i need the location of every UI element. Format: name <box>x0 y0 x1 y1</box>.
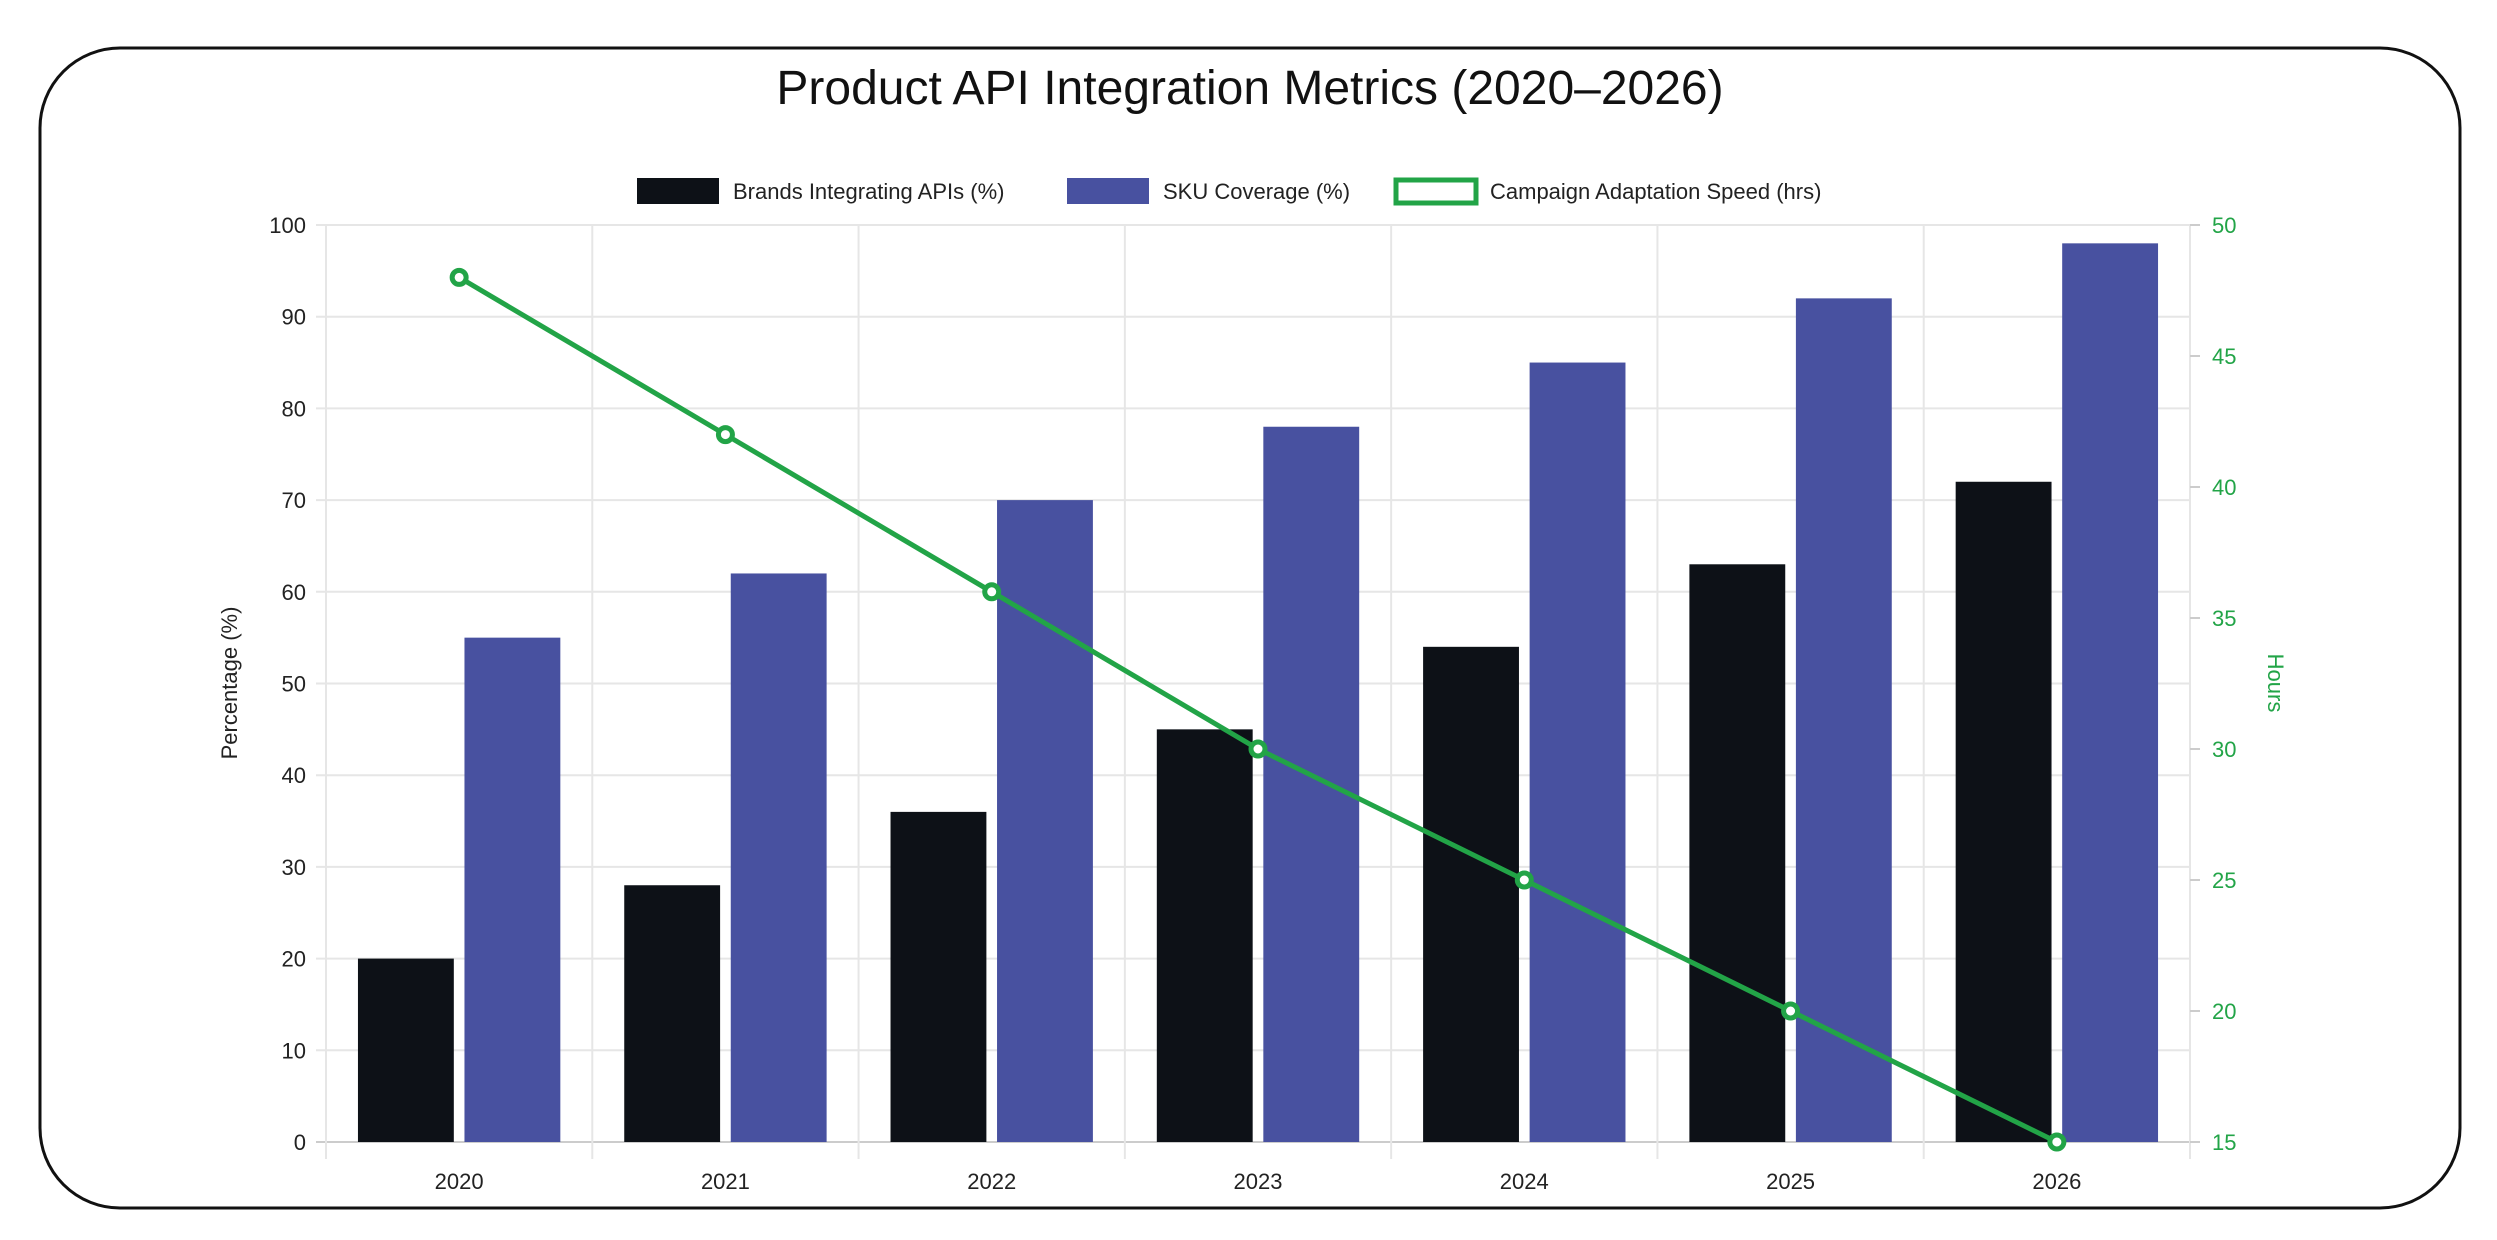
bar-sku-2020 <box>464 637 561 1142</box>
y-tick-label: 40 <box>282 763 306 788</box>
x-tick-label: 2024 <box>1500 1169 1549 1194</box>
x-tick-label: 2025 <box>1766 1169 1815 1194</box>
point-campaign-speed-2025 <box>1781 1001 1801 1021</box>
y2-tick-label: 50 <box>2212 213 2236 238</box>
bar-sku-2026 <box>2062 243 2159 1143</box>
y2-tick-label: 35 <box>2212 606 2236 631</box>
bars <box>357 243 2159 1143</box>
x-tick-label: 2021 <box>701 1169 750 1194</box>
y-tick-label: 80 <box>282 396 306 421</box>
y-axis-label: Percentage (%) <box>217 607 242 760</box>
x-tick-label: 2026 <box>2032 1169 2081 1194</box>
x-tick-label: 2020 <box>435 1169 484 1194</box>
y-tick-label: 50 <box>282 672 306 697</box>
y2-tick-label: 15 <box>2212 1130 2236 1155</box>
bar-brands-2025 <box>1689 564 1786 1142</box>
bar-brands-2024 <box>1423 646 1519 1142</box>
point-campaign-speed-2021 <box>715 425 735 445</box>
bar-sku-2021 <box>730 573 827 1142</box>
bar-sku-2025 <box>1795 298 1892 1142</box>
legend-swatch <box>1067 178 1149 204</box>
legend-label: SKU Coverage (%) <box>1163 179 1350 204</box>
legend: Brands Integrating APIs (%) SKU Coverage … <box>637 177 1821 206</box>
y-tick-label: 100 <box>269 213 306 238</box>
bar-brands-2021 <box>624 885 721 1142</box>
y2-tick-label: 45 <box>2212 344 2236 369</box>
y-tick-label: 10 <box>282 1038 306 1063</box>
legend-swatch <box>1393 177 1479 206</box>
bar-brands-2026 <box>1955 481 2052 1142</box>
y2-tick-label: 20 <box>2212 999 2236 1024</box>
line-series <box>449 267 2067 1152</box>
y-tick-label: 70 <box>282 488 306 513</box>
legend-label: Brands Integrating APIs (%) <box>733 179 1004 204</box>
y2-tick-label: 25 <box>2212 868 2236 893</box>
legend-swatch <box>637 178 719 204</box>
y-tick-label: 60 <box>282 580 306 605</box>
legend-label: Campaign Adaptation Speed (hrs) <box>1490 179 1821 204</box>
y2-axis-label: Hours <box>2263 654 2288 713</box>
point-campaign-speed-2022 <box>982 582 1002 602</box>
x-tick-label: 2022 <box>967 1169 1016 1194</box>
x-tick-label: 2023 <box>1234 1169 1283 1194</box>
bar-brands-2022 <box>890 811 987 1142</box>
axes: 0102030405060708090100152025303540455020… <box>269 213 2236 1194</box>
bar-sku-2022 <box>997 500 1093 1143</box>
y-tick-label: 20 <box>282 947 306 972</box>
y2-tick-label: 40 <box>2212 475 2236 500</box>
bar-sku-2024 <box>1529 362 1626 1142</box>
point-campaign-speed-2024 <box>1514 870 1534 890</box>
chart-title: Product API Integration Metrics (2020–20… <box>776 62 1723 115</box>
y-tick-label: 0 <box>294 1130 306 1155</box>
point-campaign-speed-2023 <box>1248 739 1268 759</box>
bar-sku-2023 <box>1263 426 1360 1142</box>
bar-brands-2023 <box>1156 729 1253 1142</box>
point-campaign-speed-2020 <box>449 267 469 287</box>
point-campaign-speed-2026 <box>2047 1132 2067 1152</box>
y-tick-label: 90 <box>282 305 306 330</box>
bar-brands-2020 <box>357 958 454 1142</box>
y-tick-label: 30 <box>282 855 306 880</box>
y2-tick-label: 30 <box>2212 737 2236 762</box>
